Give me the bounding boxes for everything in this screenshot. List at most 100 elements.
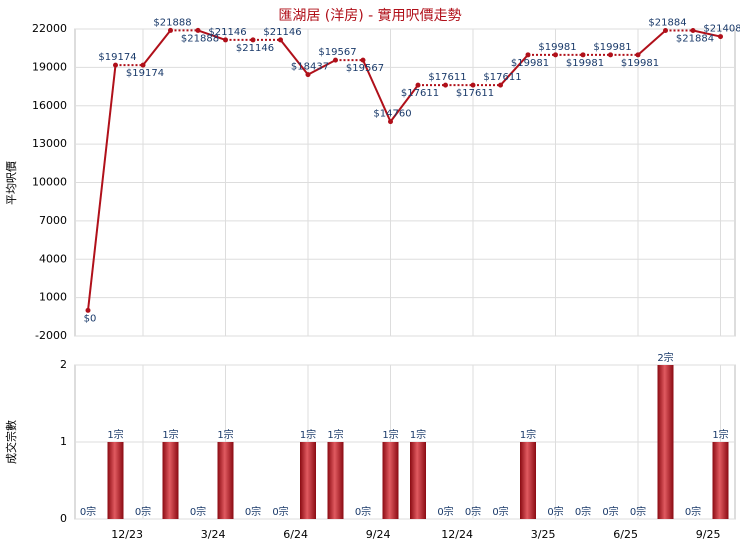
point [85,307,91,313]
bar [520,442,536,519]
x-tick-label: 6/25 [613,528,638,541]
value-label: 0宗 [575,505,591,518]
value-label: $19174 [98,52,136,63]
value-label: $19981 [511,58,549,69]
value-label: 1宗 [382,428,398,441]
value-label: 0宗 [492,505,508,518]
value-label: $21408 [703,24,740,35]
bar [657,365,674,519]
value-label: $21146 [263,27,301,38]
x-tick-label: 3/25 [531,528,556,541]
value-label: 1宗 [410,428,426,441]
value-label: 1宗 [217,428,233,441]
value-label: $17611 [483,72,521,83]
x-tick-label: 9/25 [696,528,721,541]
chart-title: 匯湖居 (洋房) - 實用呎價走勢 [278,7,461,24]
line-segment [307,59,336,76]
value-label: $19981 [621,58,659,69]
y-tick-label: 22000 [32,22,67,35]
value-label: 1宗 [162,428,178,441]
value-label: 0宗 [437,505,453,518]
point [525,52,531,58]
point [580,52,586,58]
y-tick-label: 4000 [39,252,67,265]
y-tick-label: 13000 [32,137,67,150]
value-label: $19174 [126,68,164,79]
line-segment [637,29,667,56]
value-label: 1宗 [520,428,536,441]
x-tick-label: 6/24 [283,528,308,541]
value-label: $21884 [676,33,714,44]
point [250,37,256,43]
point [113,62,118,68]
point [608,52,613,58]
point [333,57,338,63]
value-label: 0宗 [245,505,261,518]
line-segment [389,84,419,123]
y-axis-label: 平均呎價 [4,161,18,205]
value-label: $19981 [538,42,576,53]
value-label: $19981 [566,58,604,69]
y-tick-label: 16000 [32,99,67,112]
value-label: 0宗 [272,505,288,518]
value-label: 1宗 [327,428,343,441]
point [690,27,696,33]
y-tick-label: 2 [60,358,67,371]
value-label: 1宗 [712,428,728,441]
value-label: 0宗 [190,505,206,518]
point [718,34,723,40]
bar [410,442,426,519]
value-label: 2宗 [657,351,673,364]
point [305,72,311,78]
line-segment [87,65,117,311]
value-label: $21146 [236,43,274,54]
value-label: $21146 [208,27,246,38]
value-label: 1宗 [107,428,123,441]
value-label: $17611 [401,88,439,99]
value-label: 0宗 [465,505,481,518]
value-label: $0 [84,313,97,324]
y-tick-label: 1 [60,435,67,448]
bar [300,442,316,519]
bar [162,442,179,519]
bar [327,442,344,519]
value-label: $18437 [291,62,329,73]
y-tick-label: 10000 [32,176,67,189]
value-label: $14760 [373,109,411,120]
value-label: $21888 [153,17,191,28]
value-label: $17611 [428,72,466,83]
value-label: $21884 [648,17,686,28]
value-label: 0宗 [685,505,701,518]
value-label: $19567 [318,47,356,58]
line-segment [692,29,721,38]
y-tick-label: -2000 [35,329,67,342]
point [195,27,201,33]
point [635,52,641,58]
x-tick-label: 3/24 [201,528,226,541]
value-label: 0宗 [355,505,371,518]
x-tick-label: 12/24 [441,528,473,541]
value-label: 1宗 [300,428,316,441]
x-tick-label: 12/23 [111,528,143,541]
value-label: 0宗 [602,505,618,518]
point [140,62,146,68]
value-label: 0宗 [80,505,96,518]
point [223,37,228,43]
bar [712,442,729,519]
point [663,27,668,33]
bar [217,442,234,519]
x-tick-label: 9/24 [366,528,391,541]
line-segment [499,54,529,86]
point [415,82,421,88]
point [278,37,283,43]
y-axis-label: 成交宗數 [4,420,18,464]
point [470,82,476,88]
point [388,119,393,125]
point [443,82,448,88]
value-label: 0宗 [630,505,646,518]
value-label: $19981 [593,42,631,53]
value-label: 0宗 [135,505,151,518]
y-tick-label: 19000 [32,60,67,73]
y-tick-label: 1000 [39,291,67,304]
